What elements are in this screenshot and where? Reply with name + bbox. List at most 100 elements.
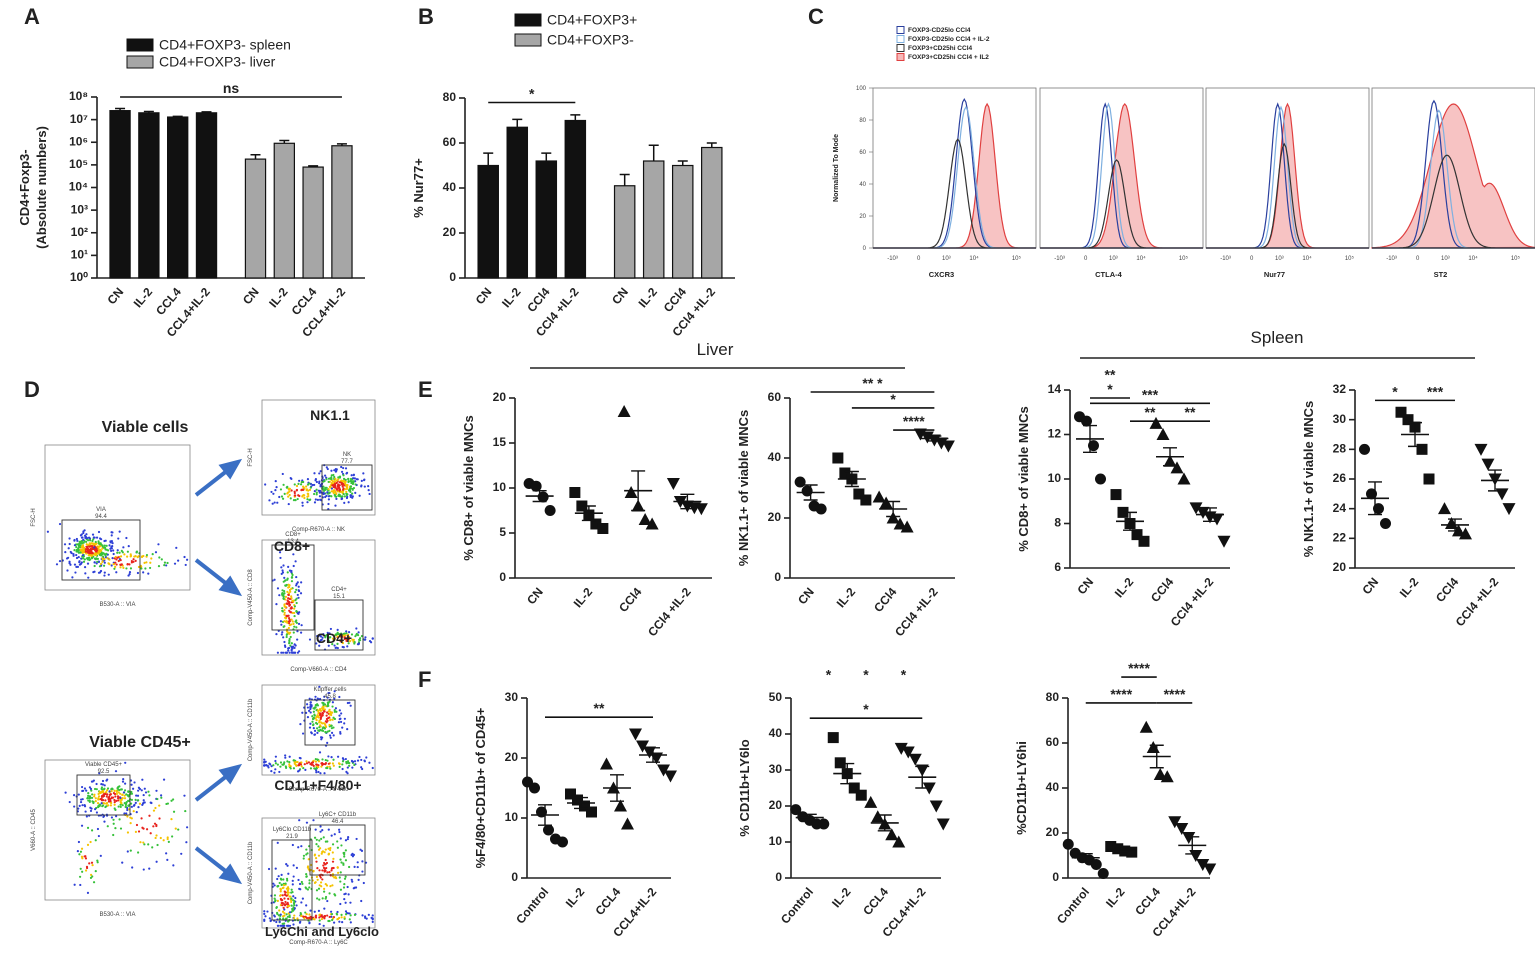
- flow-dot: [88, 537, 91, 540]
- flow-dot: [101, 805, 104, 808]
- flow-dot: [263, 758, 266, 761]
- flow-dot: [283, 908, 286, 911]
- flow-dot: [127, 545, 130, 548]
- flow-dot: [113, 807, 116, 810]
- flow-dot: [331, 480, 335, 483]
- flow-dot: [300, 880, 303, 884]
- flow-dot: [89, 809, 93, 813]
- flow-dot: [319, 881, 323, 884]
- flow-dot: [83, 855, 86, 858]
- sem-bar: [532, 490, 547, 503]
- flow-dot: [323, 703, 327, 706]
- flow-dot: [94, 807, 97, 811]
- flow-dot: [340, 465, 343, 469]
- flow-title: CD4+: [316, 630, 352, 646]
- flow-dot: [142, 827, 145, 830]
- flow-dot: [286, 915, 290, 918]
- data-point: [1416, 443, 1428, 455]
- data-point: [901, 746, 915, 759]
- flow-dot: [65, 557, 69, 560]
- flow-dot: [297, 585, 300, 588]
- flow-dot: [341, 757, 345, 760]
- flow-dot: [269, 919, 273, 922]
- flow-dot: [292, 899, 295, 902]
- y-tick-label: 14: [1048, 382, 1062, 396]
- flow-dot: [286, 599, 289, 602]
- data-point: [614, 799, 627, 812]
- flow-dot: [281, 922, 284, 925]
- flow-dot: [92, 542, 95, 546]
- flow-dot: [291, 611, 294, 615]
- flow-dot: [290, 904, 293, 907]
- flow-dot: [97, 550, 100, 553]
- data-point: [853, 488, 865, 500]
- flow-dot: [292, 564, 295, 568]
- flow-dot: [343, 632, 346, 635]
- panel-label: E: [418, 377, 433, 402]
- flow-dot: [328, 870, 331, 874]
- flow-dot: [320, 738, 323, 741]
- flow-dot: [319, 772, 322, 775]
- flow-dot: [119, 798, 122, 801]
- flow-dot: [335, 913, 339, 916]
- sem-bar: [581, 505, 596, 522]
- flow-dot: [286, 864, 289, 867]
- flow-dot: [124, 805, 127, 808]
- flow-dot: [344, 913, 348, 916]
- data-point: [1131, 529, 1143, 541]
- data-point: [1380, 518, 1391, 529]
- flow-dot: [354, 483, 357, 486]
- flow-dot: [295, 484, 299, 488]
- flow-dot: [347, 631, 351, 634]
- flow-dot: [77, 840, 81, 844]
- flow-dot: [323, 869, 326, 872]
- flow-dot: [326, 914, 329, 917]
- flow-dot: [343, 855, 346, 858]
- flow-x-label: Comp-R670-A :: Ly6C: [289, 940, 348, 946]
- flow-dot: [129, 849, 132, 852]
- flow-dot: [156, 797, 159, 801]
- data-point: [1189, 502, 1203, 515]
- flow-dot: [281, 497, 285, 500]
- x-tick-label: CN: [609, 285, 631, 307]
- flow-dot: [293, 762, 296, 765]
- flow-dot: [101, 557, 104, 560]
- flow-dot: [296, 581, 299, 584]
- flow-dot: [326, 759, 329, 762]
- flow-dot: [116, 786, 119, 790]
- flow-dot: [149, 561, 152, 564]
- flow-dot: [287, 593, 290, 597]
- flow-dot: [172, 810, 176, 813]
- data-point: [645, 517, 659, 530]
- flow-dot: [73, 805, 76, 808]
- flow-dot: [324, 858, 327, 862]
- flow-dot: [67, 547, 70, 550]
- flow-dot: [107, 800, 111, 803]
- flow-dot: [147, 790, 150, 793]
- gate-label: VIA: [96, 507, 106, 513]
- gate-label: CD4+: [331, 587, 347, 593]
- flow-dot: [346, 728, 349, 731]
- flow-dot: [102, 546, 106, 549]
- flow-dot: [83, 558, 86, 561]
- flow-dot: [280, 901, 283, 905]
- flow-dot: [309, 701, 312, 704]
- flow-dot: [305, 875, 308, 878]
- flow-dot: [352, 638, 355, 641]
- flow-dot: [309, 707, 312, 711]
- flow-dot: [125, 536, 128, 540]
- flow-dot: [88, 797, 91, 800]
- flow-dot: [314, 760, 318, 763]
- flow-dot: [282, 906, 285, 909]
- flow-dot: [273, 900, 277, 903]
- flow-dot: [324, 848, 327, 851]
- flow-dot: [81, 789, 84, 793]
- flow-dot: [351, 477, 355, 480]
- flow-dot: [63, 543, 67, 546]
- data-point: [1459, 527, 1472, 540]
- flow-dot: [291, 879, 294, 882]
- flow-dot: [319, 876, 322, 879]
- y-tick-label: 60: [859, 150, 866, 156]
- legend-label: FOXP3-CD25lo CCl4: [908, 27, 971, 34]
